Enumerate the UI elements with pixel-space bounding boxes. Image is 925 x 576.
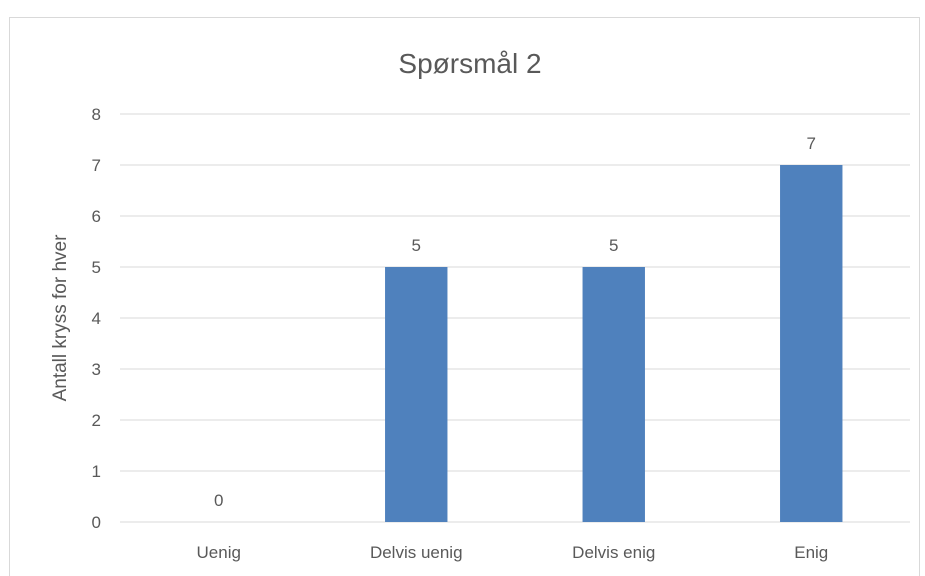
chart-title: Spørsmål 2 [398,48,541,79]
x-tick-label: Delvis enig [572,543,655,562]
chart-border [9,17,920,576]
y-tick-label: 4 [92,309,101,328]
data-label: 0 [214,491,223,510]
y-tick-label: 2 [92,411,101,430]
data-label: 5 [609,236,618,255]
x-tick-label: Delvis uenig [370,543,463,562]
bar-3 [780,165,843,522]
y-tick-label: 7 [92,156,101,175]
y-axis-label: Antall kryss for hver [50,234,71,401]
y-tick-label: 3 [92,360,101,379]
y-tick-label: 1 [92,462,101,481]
data-labels: 0 5 5 7 [214,134,816,510]
y-tick-label: 6 [92,207,101,226]
bar-2 [582,267,645,522]
y-tick-label: 0 [92,513,101,532]
x-tick-label: Uenig [197,543,241,562]
bars [385,165,843,522]
bar-1 [385,267,448,522]
data-label: 5 [412,236,421,255]
y-tick-label: 8 [92,105,101,124]
y-tick-labels: 0 1 2 3 4 5 6 7 8 [92,105,101,532]
x-tick-label: Enig [794,543,828,562]
y-tick-label: 5 [92,258,101,277]
gridlines [120,113,910,523]
data-label: 7 [807,134,816,153]
x-tick-labels: Uenig Delvis uenig Delvis enig Enig [197,543,829,562]
